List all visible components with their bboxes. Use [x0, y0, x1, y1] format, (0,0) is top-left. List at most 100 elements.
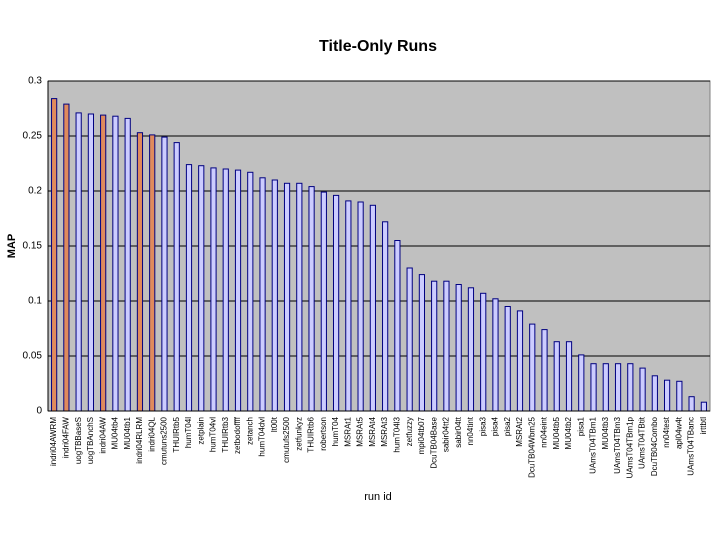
bar [614, 363, 622, 412]
x-tick-label: cmutuns2500 [160, 416, 169, 465]
x-tick-label: humT04 [331, 416, 340, 446]
bar [663, 379, 671, 412]
bar [700, 401, 707, 412]
bar [406, 267, 413, 412]
x-tick-label: pisa4 [491, 416, 500, 436]
bar [234, 169, 242, 412]
bar [320, 191, 327, 412]
x-tick-label: sabir04tt [454, 416, 463, 447]
x-tick-label: nn04test [662, 416, 671, 447]
x-tick-label: DcuTB04Wbm25 [527, 416, 536, 477]
bar [443, 280, 450, 412]
x-tick-label: indri04RLRM [135, 417, 144, 464]
bar [529, 323, 536, 412]
bar [492, 298, 499, 412]
bar [124, 117, 131, 412]
x-tick-label: sabir04tt2 [442, 416, 451, 452]
x-tick-label: uogTBAnchS [86, 417, 95, 464]
x-tick-label: nn04tint [466, 416, 475, 445]
bar [198, 165, 205, 412]
y-axis-label: MAP [6, 234, 18, 258]
bar [627, 363, 634, 412]
y-tick-label: 0.25 [23, 131, 43, 142]
bar [185, 164, 193, 412]
x-tick-label: cmutufs2500 [282, 416, 291, 462]
bar [455, 284, 462, 412]
x-tick-label: THUIRtb6 [307, 416, 316, 452]
y-tick-label: 0.15 [23, 241, 43, 252]
x-tick-label: lt00t [270, 416, 279, 432]
x-tick-label: humT04vl [209, 417, 218, 452]
x-tick-label: humT04l3 [392, 416, 401, 452]
bar [565, 341, 573, 412]
x-tick-label: indri04AW [98, 417, 107, 454]
x-tick-label: MSRAt3 [380, 416, 389, 446]
x-tick-label: zetbodoffff [233, 416, 242, 454]
bar [87, 113, 95, 412]
bar [602, 363, 609, 412]
x-tick-label: zetfunkyz [294, 417, 303, 451]
bar [51, 98, 58, 412]
bar [210, 167, 217, 412]
bar [394, 240, 401, 412]
x-tick-label: UAmsT04TBm1 [589, 416, 598, 473]
x-tick-label: apl04w4t [674, 416, 683, 449]
x-tick-label: irttbtl [699, 417, 708, 435]
x-tick-label: indri04AWRM [49, 417, 58, 466]
bar [467, 287, 475, 412]
bar [357, 201, 364, 412]
x-tick-label: UAmsT04TBtit [638, 416, 647, 469]
x-tick-label: MU04tb5 [552, 416, 561, 449]
bar [480, 292, 487, 412]
bar [345, 200, 352, 412]
bar [553, 341, 560, 412]
x-tick-label: THUIRtb3 [221, 416, 230, 452]
bar [369, 204, 376, 412]
y-tick-label: 0.3 [28, 76, 42, 87]
x-tick-label: MSRAt4 [368, 416, 377, 446]
bar [590, 363, 597, 412]
x-tick-label: UAmsT04TBm1p [625, 416, 634, 478]
x-tick-label: humT04dvl [258, 417, 267, 457]
bar [639, 367, 646, 412]
y-tick-label: 0.05 [23, 351, 43, 362]
x-tick-label: DcuTB04Base [429, 416, 438, 468]
x-tick-label: UAmsT04TBanc [687, 417, 696, 476]
x-tick-label: MU04tb2 [564, 416, 573, 449]
bar [149, 134, 156, 412]
x-tick-label: MSRAt2 [515, 416, 524, 446]
bar [283, 182, 291, 412]
x-tick-label: pisa1 [576, 416, 585, 436]
x-tick-label: zetfuzzy [405, 417, 414, 446]
bar [332, 194, 340, 412]
bar [296, 182, 303, 412]
bar [418, 274, 426, 412]
x-tick-label: indri04QL [147, 416, 156, 451]
x-tick-label: zetanch [245, 417, 254, 445]
bar [578, 354, 585, 412]
bar [504, 306, 511, 412]
bar [75, 112, 82, 412]
x-tick-label: MU04tb3 [601, 416, 610, 449]
x-tick-label: mpi04tb07 [417, 416, 426, 454]
x-tick-label: indri04FAW [61, 417, 70, 459]
bar [688, 396, 695, 412]
bar [271, 179, 278, 412]
bar [308, 186, 315, 412]
y-tick-label: 0.1 [28, 296, 42, 307]
y-tick-label: 0.2 [28, 186, 42, 197]
x-tick-label: MU04tb4 [111, 416, 120, 449]
x-tick-label: humT04l [184, 417, 193, 448]
bar [541, 329, 548, 412]
x-tick-label: MU04tb1 [123, 416, 132, 449]
bar [173, 142, 180, 412]
x-tick-label: nn04eint [540, 416, 549, 447]
x-tick-label: DcuTB04Combo [650, 416, 659, 476]
bar [431, 280, 438, 412]
x-tick-label: MSRAt1 [343, 416, 352, 446]
x-tick-label: pisa3 [478, 416, 487, 436]
bar [676, 380, 683, 412]
bar [222, 168, 229, 412]
bar [161, 136, 168, 412]
